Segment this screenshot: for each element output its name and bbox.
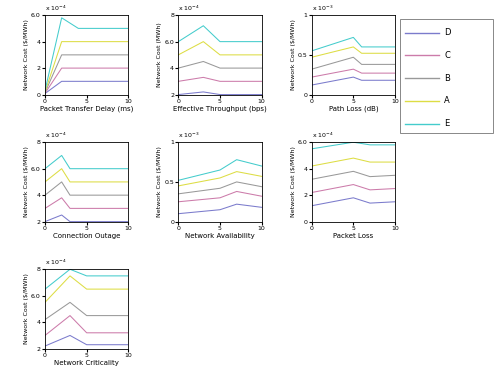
Text: x 10$^{-4}$: x 10$^{-4}$ xyxy=(45,258,67,267)
X-axis label: Packet Transfer Delay (ms): Packet Transfer Delay (ms) xyxy=(40,106,134,112)
X-axis label: Network Criticality: Network Criticality xyxy=(54,360,119,366)
Y-axis label: Network Cost ($/MWh): Network Cost ($/MWh) xyxy=(290,146,296,218)
Y-axis label: Network Cost ($/MWh): Network Cost ($/MWh) xyxy=(290,19,296,90)
Text: D: D xyxy=(444,28,451,37)
Text: x 10$^{-4}$: x 10$^{-4}$ xyxy=(45,130,67,140)
Text: x 10$^{-3}$: x 10$^{-3}$ xyxy=(178,130,200,140)
Text: E: E xyxy=(444,119,450,128)
Text: x 10$^{-3}$: x 10$^{-3}$ xyxy=(312,3,334,13)
Text: x 10$^{-4}$: x 10$^{-4}$ xyxy=(312,130,334,140)
Y-axis label: Network Cost ($/MWh): Network Cost ($/MWh) xyxy=(158,146,162,218)
X-axis label: Path Loss (dB): Path Loss (dB) xyxy=(328,106,378,112)
Y-axis label: Network Cost ($/MWh): Network Cost ($/MWh) xyxy=(24,274,29,345)
Text: x 10$^{-4}$: x 10$^{-4}$ xyxy=(45,3,67,13)
Text: x 10$^{-4}$: x 10$^{-4}$ xyxy=(178,3,200,13)
X-axis label: Network Availability: Network Availability xyxy=(185,233,255,239)
Text: C: C xyxy=(444,51,450,60)
X-axis label: Connection Outage: Connection Outage xyxy=(53,233,120,239)
X-axis label: Effective Throughput (bps): Effective Throughput (bps) xyxy=(173,106,267,112)
Y-axis label: Network Cost (MWh): Network Cost (MWh) xyxy=(158,22,162,87)
Text: A: A xyxy=(444,96,450,105)
X-axis label: Packet Loss: Packet Loss xyxy=(333,233,374,239)
Y-axis label: Network Cost ($/MWh): Network Cost ($/MWh) xyxy=(24,146,29,218)
Text: B: B xyxy=(444,74,450,83)
Y-axis label: Network Cost ($/MWh): Network Cost ($/MWh) xyxy=(24,19,29,90)
